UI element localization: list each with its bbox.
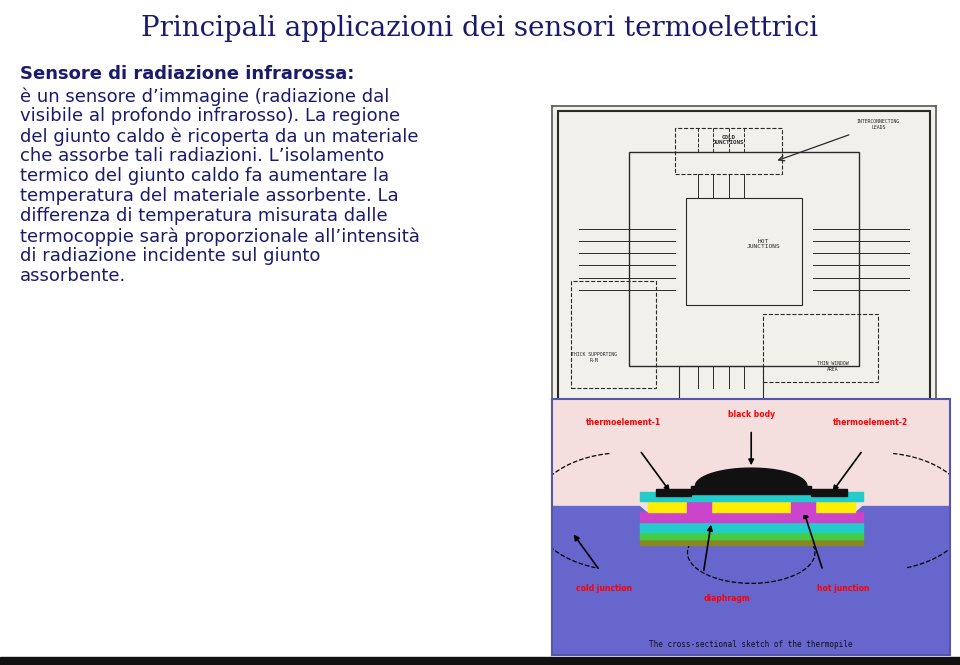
Text: thermoelement-1: thermoelement-1	[587, 418, 661, 426]
Bar	[791, 500, 815, 514]
Bar	[711, 501, 791, 511]
Bar	[0, 657, 960, 665]
Text: hot junction: hot junction	[817, 584, 869, 593]
Text: è un sensore d’immagine (radiazione dal: è un sensore d’immagine (radiazione dal	[20, 87, 390, 106]
Polygon shape	[695, 468, 807, 493]
Text: thermoelement-2: thermoelement-2	[833, 418, 908, 426]
Text: diaphragm: diaphragm	[704, 595, 751, 603]
Bar	[763, 315, 878, 382]
Text: termico del giunto caldo fa aumentare la: termico del giunto caldo fa aumentare la	[20, 167, 389, 185]
Bar	[686, 198, 802, 305]
Text: visibile al profondo infrarosso). La regione: visibile al profondo infrarosso). La reg…	[20, 107, 400, 125]
Text: differenza di temperatura misurata dalle: differenza di temperatura misurata dalle	[20, 207, 388, 225]
Text: Principali applicazioni dei sensori termoelettrici: Principali applicazioni dei sensori term…	[141, 15, 819, 42]
Bar	[679, 366, 763, 406]
Polygon shape	[723, 545, 780, 655]
Bar	[675, 128, 782, 174]
Text: temperatura del materiale assorbente. La: temperatura del materiale assorbente. La	[20, 187, 398, 205]
Text: THICK SUPPORTING
R-M: THICK SUPPORTING R-M	[571, 352, 617, 362]
Text: TOP VIEW: TOP VIEW	[724, 405, 780, 418]
Bar	[639, 511, 863, 522]
Text: cold junction: cold junction	[576, 584, 632, 593]
Text: The cross-sectional sketch of the thermopile: The cross-sectional sketch of the thermo…	[650, 640, 852, 649]
Bar	[639, 539, 863, 545]
Polygon shape	[552, 507, 723, 655]
Text: termocoppie sarà proporzionale all’intensità: termocoppie sarà proporzionale all’inten…	[20, 227, 420, 245]
Bar	[639, 522, 863, 532]
Bar	[815, 501, 854, 511]
Text: del giunto caldo è ricoperta da un materiale: del giunto caldo è ricoperta da un mater…	[20, 127, 419, 146]
Bar	[648, 501, 687, 511]
Bar	[639, 493, 863, 501]
Polygon shape	[780, 507, 950, 655]
Text: THIN WINDOW
AREA: THIN WINDOW AREA	[817, 361, 848, 372]
Text: INTERCONNECTING
LEADS: INTERCONNECTING LEADS	[857, 119, 900, 130]
Text: black body: black body	[728, 410, 775, 419]
Text: HOT
JUNCTIONS: HOT JUNCTIONS	[746, 239, 780, 249]
Bar	[656, 489, 691, 496]
Text: Sensore di radiazione infrarossa:: Sensore di radiazione infrarossa:	[20, 65, 354, 83]
Text: che assorbe tali radiazioni. L’isolamento: che assorbe tali radiazioni. L’isolament…	[20, 147, 384, 165]
Bar	[811, 489, 847, 496]
Bar	[629, 152, 859, 366]
Bar	[691, 486, 811, 493]
Text: COLD
JUNCTIONS: COLD JUNCTIONS	[713, 134, 744, 146]
Bar	[687, 500, 711, 514]
Bar	[639, 532, 863, 539]
Bar	[571, 281, 656, 388]
Text: di radiazione incidente sul giunto: di radiazione incidente sul giunto	[20, 247, 321, 265]
Text: assorbente.: assorbente.	[20, 267, 127, 285]
